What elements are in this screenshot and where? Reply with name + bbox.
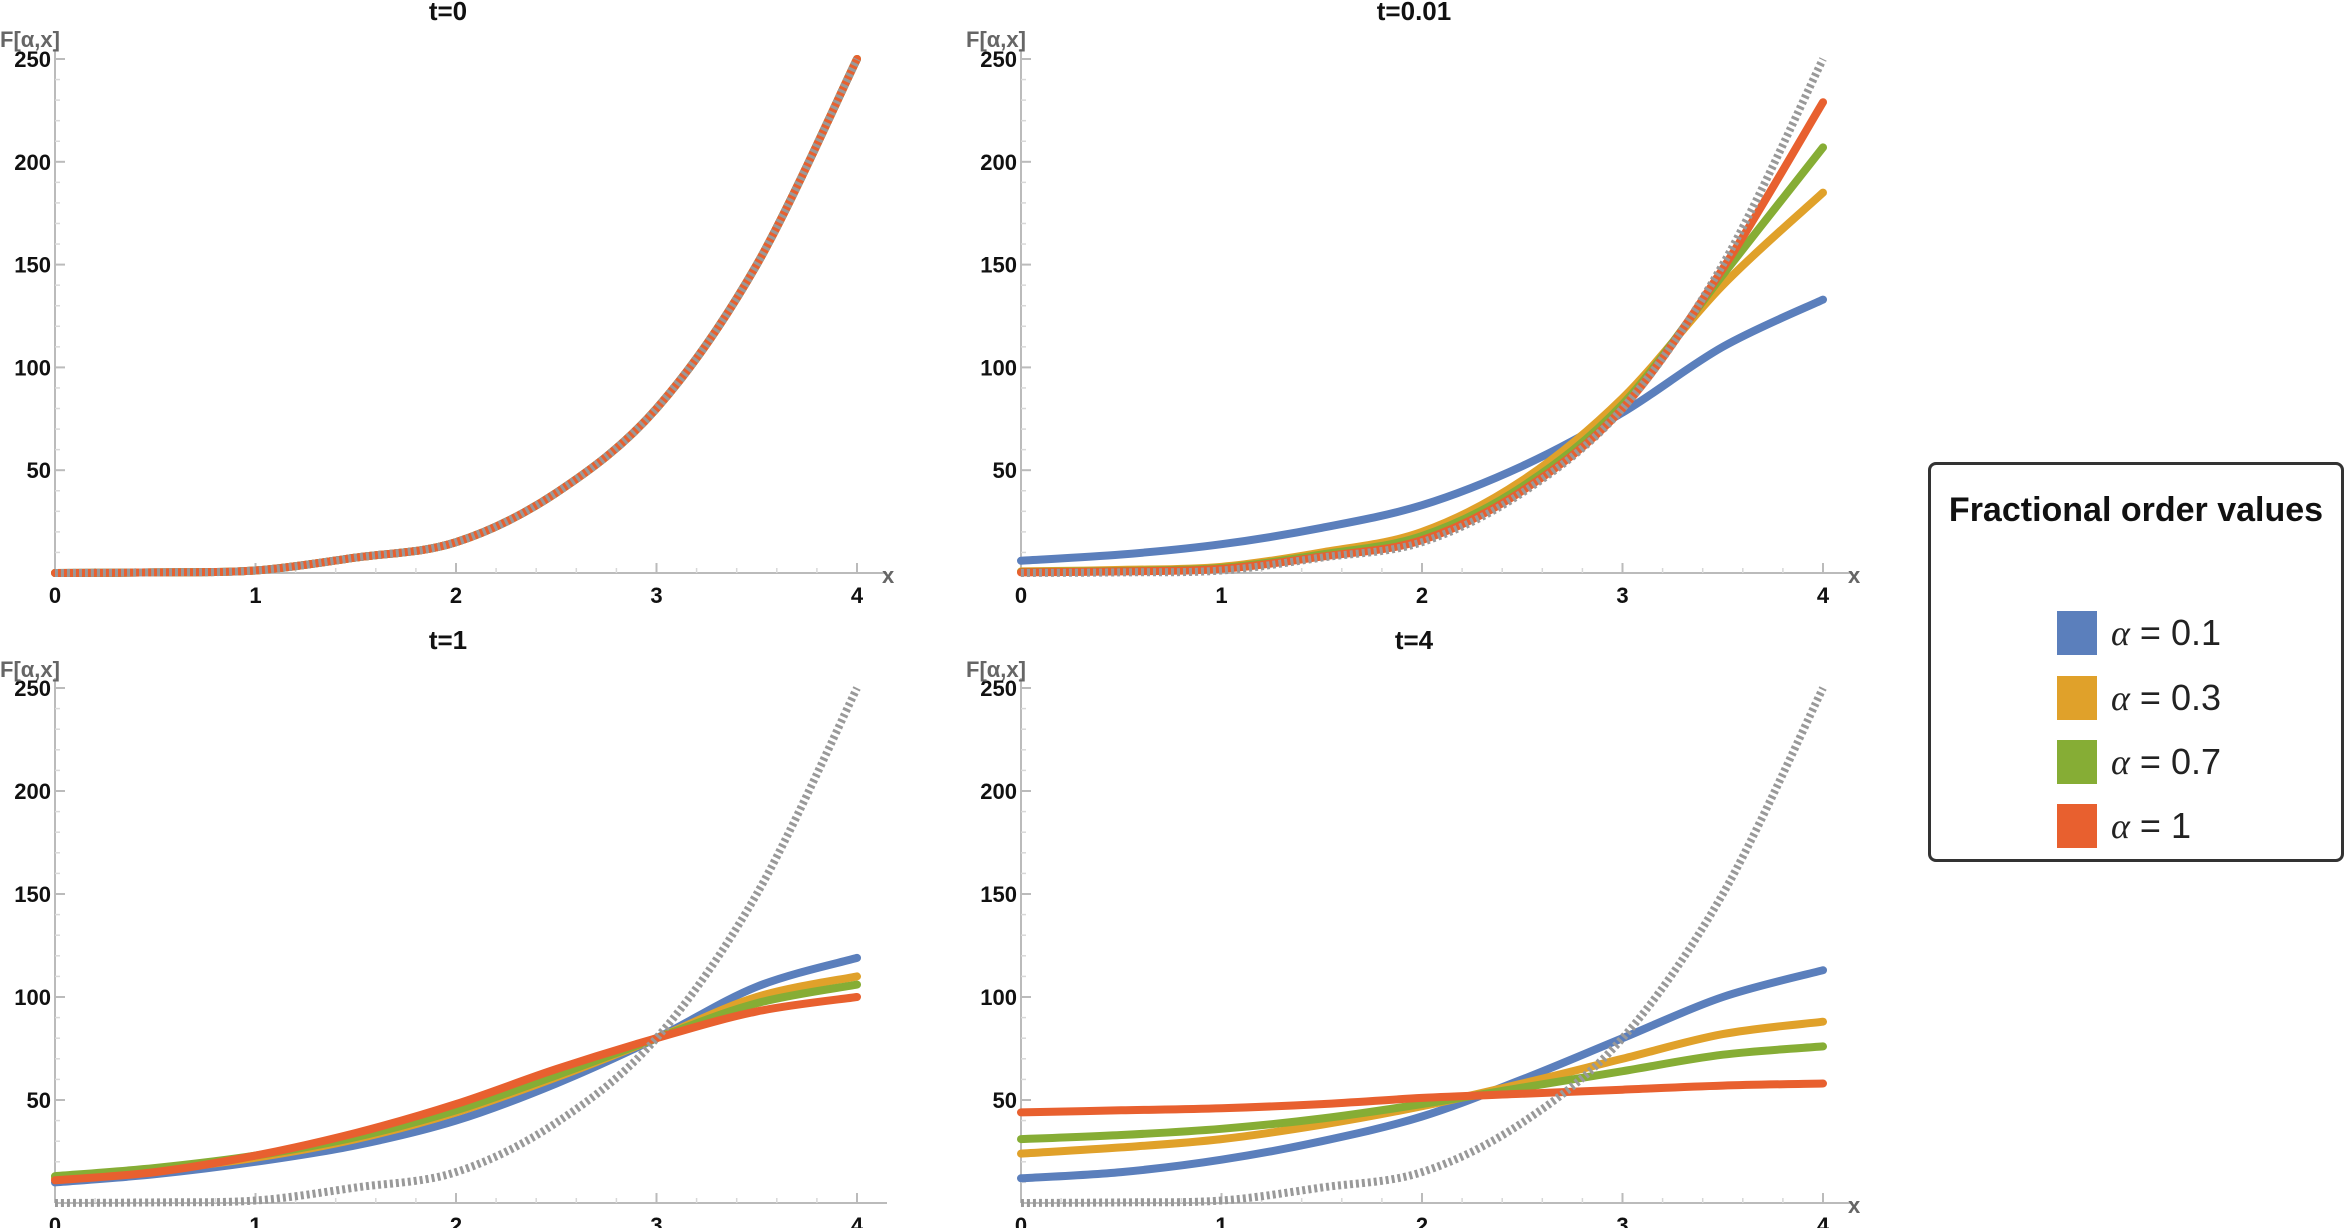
legend-swatch [2057, 804, 2097, 848]
x-tick-label: 4 [851, 583, 864, 608]
y-tick-label: 150 [14, 882, 51, 907]
chart-title: t=0.01 [1377, 0, 1451, 26]
legend-item: α = 0.3 [2057, 674, 2221, 722]
series-line [51, 55, 861, 577]
y-tick-label: 200 [14, 779, 51, 804]
chart-title: t=1 [429, 625, 467, 655]
legend-title: Fractional order values [1948, 491, 2324, 529]
x-tick-label: 3 [1616, 583, 1628, 608]
legend: Fractional order values α = 0.1 α = 0.3 … [1928, 462, 2344, 862]
y-tick-label: 200 [980, 779, 1017, 804]
x-tick-label: 2 [450, 583, 462, 608]
x-axis-label: x [1848, 1193, 1861, 1218]
x-tick-label: 4 [1817, 583, 1830, 608]
chart-panel: t=0 50 100 150 200 250 0 1 2 3 4 F[α,x] x [0, 0, 895, 608]
chart-panel: t=4 50 100 150 200 250 0 1 2 3 4 F[α,x] x [966, 625, 1861, 1228]
series-line [51, 55, 861, 577]
x-tick-label: 3 [650, 1213, 662, 1228]
legend-label: α = 1 [2111, 805, 2191, 846]
series-line [1017, 188, 1827, 576]
y-tick-label: 250 [14, 676, 51, 701]
y-tick-label: 250 [14, 47, 51, 72]
x-tick-label: 4 [1817, 1213, 1830, 1228]
y-tick-label: 250 [980, 47, 1017, 72]
legend-swatch [2057, 611, 2097, 655]
y-axis-label: F[α,x] [966, 27, 1026, 52]
y-tick-label: 200 [14, 150, 51, 175]
series-line [1017, 966, 1827, 1183]
y-tick-label: 250 [980, 676, 1017, 701]
x-tick-label: 0 [49, 1213, 61, 1228]
series-line [51, 993, 861, 1185]
x-tick-label: 1 [249, 1213, 261, 1228]
series-line [51, 55, 861, 577]
x-axis-label: x [1848, 563, 1861, 588]
x-tick-label: 1 [1215, 1213, 1227, 1228]
reference-line [54, 57, 861, 577]
legend-label: α = 0.1 [2111, 612, 2221, 653]
series-line [1017, 295, 1827, 565]
legend-swatch [2057, 676, 2097, 720]
y-axis-label: F[α,x] [966, 657, 1026, 682]
legend-item: α = 0.1 [2057, 609, 2221, 657]
x-tick-label: 1 [249, 583, 261, 608]
series-line [51, 55, 861, 577]
y-tick-label: 150 [980, 882, 1017, 907]
x-tick-label: 0 [1015, 1213, 1027, 1228]
y-axis-label: F[α,x] [0, 27, 60, 52]
x-tick-label: 0 [49, 583, 61, 608]
legend-swatch [2057, 740, 2097, 784]
chart-title: t=0 [429, 0, 467, 26]
series-line [1017, 1042, 1827, 1144]
legend-label: α = 0.3 [2111, 677, 2221, 718]
x-tick-label: 0 [1015, 583, 1027, 608]
reference-line [54, 686, 861, 1207]
y-tick-label: 100 [14, 985, 51, 1010]
y-axis-label: F[α,x] [0, 657, 60, 682]
chart-panel: t=1 50 100 150 200 250 0 1 2 3 4 F[α,x] [0, 625, 887, 1228]
series-line [51, 953, 861, 1187]
x-tick-label: 1 [1215, 583, 1227, 608]
x-tick-label: 2 [1416, 1213, 1428, 1228]
chart-title: t=4 [1395, 625, 1434, 655]
y-tick-label: 100 [980, 985, 1017, 1010]
y-tick-label: 50 [27, 458, 51, 483]
y-tick-label: 100 [980, 355, 1017, 380]
y-tick-label: 150 [980, 253, 1017, 278]
y-tick-label: 50 [27, 1088, 51, 1113]
chart-panel: t=0.01 50 100 150 200 250 0 1 2 3 4 F[α,x] x [966, 0, 1861, 608]
x-tick-label: 3 [650, 583, 662, 608]
y-tick-label: 100 [14, 355, 51, 380]
x-axis-label: x [882, 563, 895, 588]
x-tick-label: 3 [1616, 1213, 1628, 1228]
legend-item: α = 1 [2057, 802, 2191, 850]
x-tick-label: 4 [851, 1213, 864, 1228]
y-tick-label: 50 [993, 458, 1017, 483]
x-tick-label: 2 [450, 1213, 462, 1228]
series-line [1017, 1079, 1827, 1117]
x-tick-label: 2 [1416, 583, 1428, 608]
reference-line [1020, 57, 1827, 577]
legend-item: α = 0.7 [2057, 738, 2221, 786]
y-tick-label: 50 [993, 1088, 1017, 1113]
y-tick-label: 150 [14, 253, 51, 278]
y-tick-label: 200 [980, 150, 1017, 175]
legend-label: α = 0.7 [2111, 741, 2221, 782]
reference-line [1020, 686, 1827, 1207]
